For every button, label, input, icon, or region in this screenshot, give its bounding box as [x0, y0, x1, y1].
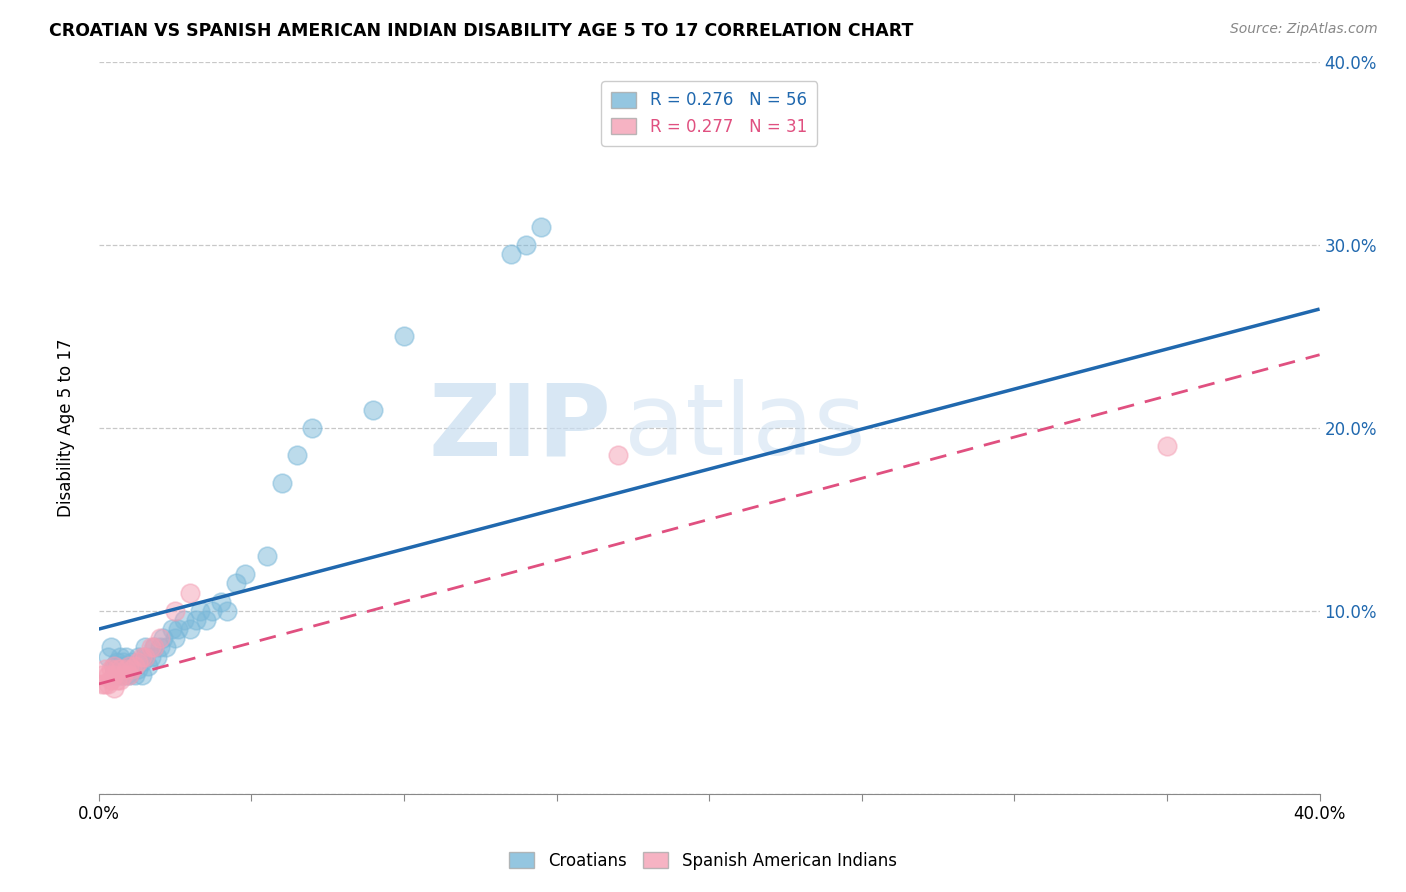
Point [112, 662, 135, 676]
Point [115, 662, 138, 676]
Point [515, 238, 537, 252]
Point [233, 567, 256, 582]
Point [256, 549, 278, 563]
Point [94, 662, 117, 676]
Point [100, 662, 122, 676]
Point [149, 640, 172, 655]
Point [118, 658, 141, 673]
Point [215, 604, 238, 618]
Point [165, 631, 187, 645]
Point [165, 604, 187, 618]
Point [121, 662, 143, 676]
Point [105, 655, 128, 669]
Point [127, 649, 149, 664]
Point [194, 613, 217, 627]
Point [499, 247, 522, 261]
Point [100, 673, 122, 688]
Point [530, 219, 553, 234]
Point [118, 668, 141, 682]
Point [90, 668, 112, 682]
Point [134, 649, 156, 664]
Point [94, 677, 117, 691]
Point [121, 655, 143, 669]
Point [103, 668, 125, 682]
Point [108, 668, 131, 682]
Point [155, 640, 177, 655]
Point [115, 668, 138, 682]
Point [142, 640, 165, 655]
Point [271, 475, 294, 490]
Point [392, 329, 415, 343]
Point [149, 631, 172, 645]
Point [139, 640, 162, 655]
Point [186, 613, 208, 627]
Point [124, 658, 146, 673]
Point [136, 658, 159, 673]
Point [363, 402, 385, 417]
Point [201, 604, 224, 618]
Point [115, 649, 138, 664]
Point [1156, 439, 1178, 453]
Point [103, 658, 125, 673]
Point [108, 649, 131, 664]
Point [108, 662, 131, 676]
Point [105, 662, 128, 676]
Point [100, 640, 122, 655]
Point [139, 649, 162, 664]
Point [131, 668, 153, 682]
Point [285, 448, 308, 462]
Point [167, 622, 190, 636]
Point [173, 613, 195, 627]
Point [112, 668, 135, 682]
Point [90, 677, 112, 691]
Point [152, 631, 174, 645]
Point [97, 677, 120, 691]
Point [118, 658, 141, 673]
Point [124, 668, 146, 682]
Point [188, 604, 211, 618]
Point [127, 662, 149, 676]
Point [115, 658, 138, 673]
Text: ZIP: ZIP [429, 379, 612, 476]
Point [146, 649, 169, 664]
Point [131, 649, 153, 664]
Text: CROATIAN VS SPANISH AMERICAN INDIAN DISABILITY AGE 5 TO 17 CORRELATION CHART: CROATIAN VS SPANISH AMERICAN INDIAN DISA… [49, 22, 914, 40]
Point [108, 658, 131, 673]
Point [124, 658, 146, 673]
Text: Source: ZipAtlas.com: Source: ZipAtlas.com [1230, 22, 1378, 37]
Point [112, 655, 135, 669]
Point [103, 658, 125, 673]
Y-axis label: Disability Age 5 to 17: Disability Age 5 to 17 [58, 339, 75, 517]
Point [108, 673, 131, 688]
Point [105, 662, 128, 676]
Point [105, 673, 128, 688]
Point [131, 655, 153, 669]
Point [103, 668, 125, 682]
Point [301, 421, 323, 435]
Point [118, 668, 141, 682]
Point [103, 681, 125, 695]
Point [142, 640, 165, 655]
Point [127, 655, 149, 669]
Point [134, 640, 156, 655]
Text: atlas: atlas [624, 379, 865, 476]
Point [606, 448, 628, 462]
Point [160, 622, 183, 636]
Point [179, 622, 201, 636]
Point [121, 662, 143, 676]
Legend: R = 0.276   N = 56, R = 0.277   N = 31: R = 0.276 N = 56, R = 0.277 N = 31 [602, 81, 817, 145]
Point [209, 594, 232, 608]
Point [97, 649, 120, 664]
Point [97, 668, 120, 682]
Point [179, 585, 201, 599]
Point [112, 668, 135, 682]
Point [225, 576, 247, 591]
Legend: Croatians, Spanish American Indians: Croatians, Spanish American Indians [503, 846, 903, 877]
Point [134, 649, 156, 664]
